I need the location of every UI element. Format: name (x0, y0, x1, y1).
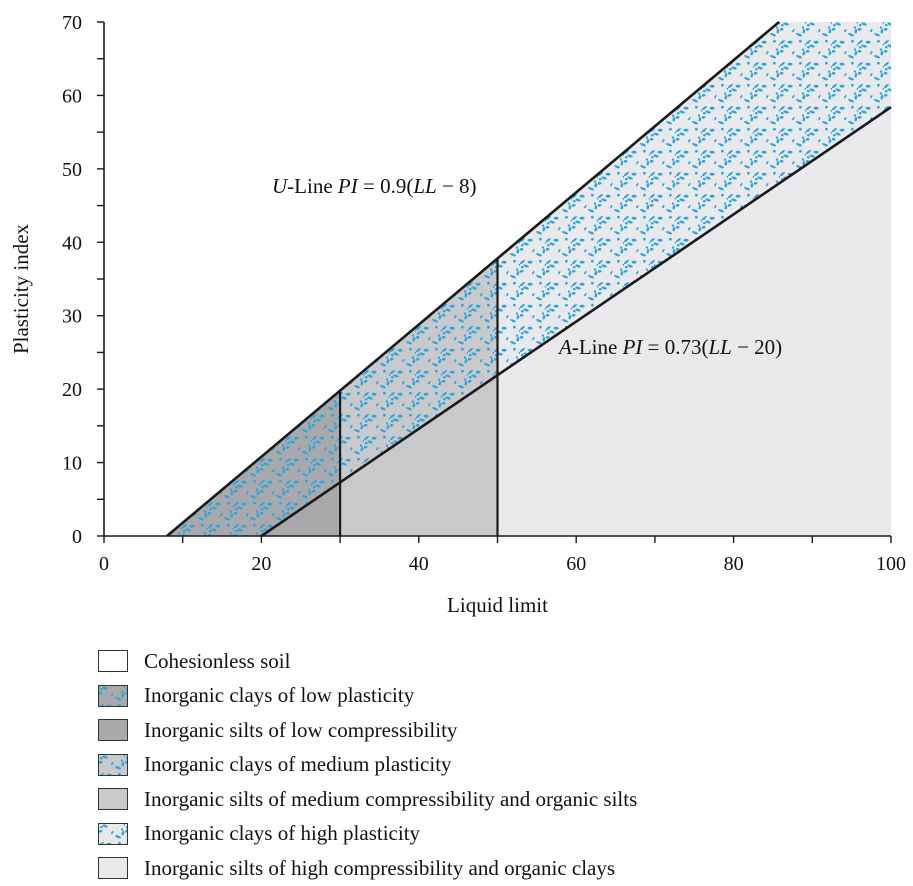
y-axis-label: Plasticity index (9, 223, 33, 354)
legend-item: Inorganic silts of high compressibility … (98, 851, 637, 886)
chart-regions (167, 22, 891, 536)
legend-label: Inorganic clays of medium plasticity (144, 752, 452, 777)
legend-swatch (98, 650, 128, 673)
x-axis-label: Liquid limit (447, 593, 548, 617)
legend-swatch (98, 753, 128, 776)
legend-swatch (98, 788, 128, 811)
y-tick-label: 50 (62, 159, 82, 181)
legend-item: Inorganic clays of low plasticity (98, 679, 637, 714)
y-tick-label: 60 (62, 85, 82, 107)
region-high-silts (497, 107, 891, 536)
legend-item: Inorganic clays of medium plasticity (98, 748, 637, 783)
legend-label: Inorganic clays of high plasticity (144, 821, 421, 846)
y-tick-label: 40 (62, 232, 82, 254)
chart-lines (166, 21, 892, 538)
legend-swatch (98, 822, 128, 845)
y-tick-label: 70 (62, 12, 82, 34)
legend-item: Cohesionless soil (98, 644, 637, 679)
legend-swatch (98, 857, 128, 880)
x-tick-label: 80 (724, 553, 744, 575)
legend-label: Inorganic clays of low plasticity (144, 683, 415, 708)
y-tick-label: 10 (62, 453, 82, 475)
region-medium-clays (340, 258, 498, 483)
u-line-annotation: U-Line PI = 0.9(LL − 8) (272, 174, 477, 198)
legend-swatch (98, 719, 128, 742)
x-tick-label: 0 (99, 553, 109, 575)
legend-item: Inorganic clays of high plasticity (98, 817, 637, 852)
legend-label: Inorganic silts of low compressibility (144, 717, 458, 742)
legend-swatch (98, 684, 128, 707)
legend: Cohesionless soil Inorganic clays of low … (98, 644, 637, 886)
u-line (166, 21, 780, 537)
chart-annotations: U-Line PI = 0.9(LL − 8) A-Line PI = 0.73… (272, 174, 782, 359)
region-medium-silts (340, 375, 498, 536)
region-high-clays (497, 22, 891, 376)
a-line (260, 106, 892, 538)
legend-item: Inorganic silts of medium compressibilit… (98, 782, 637, 817)
legend-label: Cohesionless soil (144, 648, 291, 673)
x-tick-label: 100 (876, 553, 906, 575)
x-tick-label: 60 (566, 553, 586, 575)
y-tick-label: 0 (72, 526, 82, 548)
legend-label: Inorganic silts of high compressibility … (144, 855, 616, 880)
legend-item: Inorganic silts of low compressibility (98, 713, 637, 748)
chart-axes: 0 20 40 60 80 100 0 10 20 30 40 50 60 70 (62, 12, 906, 575)
a-line-annotation: A-Line PI = 0.73(LL − 20) (557, 335, 782, 359)
x-tick-label: 20 (251, 553, 271, 575)
y-tick-label: 30 (62, 306, 82, 328)
legend-label: Inorganic silts of medium compressibilit… (144, 786, 638, 811)
x-tick-label: 40 (409, 553, 429, 575)
y-tick-label: 20 (62, 379, 82, 401)
